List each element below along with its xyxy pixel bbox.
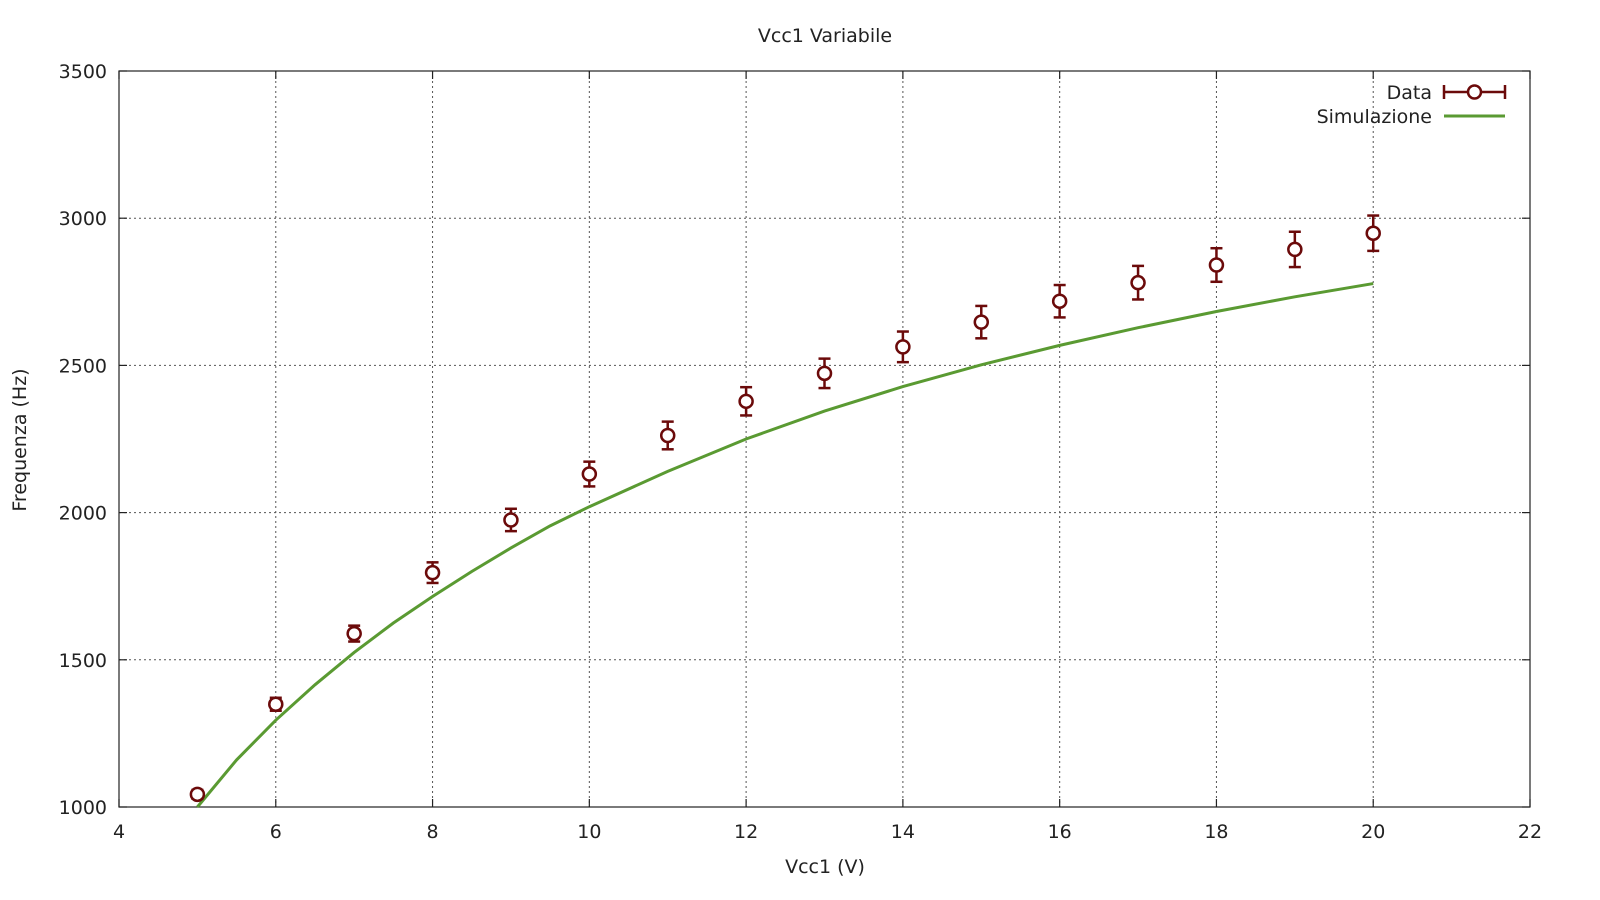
x-tick-label: 4 [113, 821, 125, 843]
data-point [1130, 264, 1146, 301]
data-marker [1287, 241, 1303, 258]
data-point [659, 420, 676, 451]
x-tick-label: 14 [891, 821, 915, 843]
x-tick-label: 6 [270, 821, 282, 843]
data-point [346, 624, 362, 643]
x-tick-label: 22 [1518, 821, 1542, 843]
data-marker [1365, 225, 1381, 241]
data-marker [1208, 257, 1225, 273]
data-point [816, 357, 833, 390]
x-tick-label: 18 [1204, 821, 1228, 843]
plot-series [189, 214, 1381, 808]
data-point [189, 786, 206, 803]
simulation-line [196, 282, 1374, 808]
legend: Data Simulazione [1317, 82, 1507, 128]
legend-swatches [1442, 84, 1507, 118]
legend-label-data: Data [1387, 82, 1432, 104]
data-marker [581, 466, 598, 482]
y-tick-label: 1000 [59, 797, 107, 819]
data-marker [973, 314, 990, 330]
data-marker [189, 786, 206, 803]
legend-swatch-data-marker [1466, 84, 1483, 100]
x-tick-label: 12 [734, 821, 758, 843]
data-marker [346, 625, 362, 642]
data-point [738, 385, 754, 417]
data-marker [1130, 274, 1146, 291]
data-point [581, 460, 598, 488]
grid [119, 71, 1530, 807]
data-marker [816, 365, 833, 382]
data-point [1208, 246, 1225, 284]
x-tick-label: 8 [427, 821, 439, 843]
data-point [895, 330, 911, 364]
y-tick-label: 1500 [59, 650, 107, 672]
y-tick-label: 3500 [59, 61, 107, 83]
axes: 4 6 8 10 12 14 16 18 20 22 1000 1500 2000 2500 3000 350… [59, 61, 1542, 843]
legend-label-simulazione: Simulazione [1317, 106, 1432, 128]
y-tick-label: 2500 [59, 355, 107, 377]
data-marker [503, 512, 519, 528]
data-marker [895, 339, 911, 355]
data-point [268, 696, 284, 713]
data-marker [424, 564, 441, 581]
x-tick-label: 20 [1361, 821, 1385, 843]
plot-frame [118, 70, 1531, 808]
data-point [1051, 283, 1068, 319]
y-tick-label: 3000 [59, 208, 107, 230]
data-marker [268, 696, 284, 713]
data-point [973, 304, 990, 340]
x-tick-label: 16 [1048, 821, 1072, 843]
data-point [1287, 230, 1303, 269]
y-axis-label: Frequenza (Hz) [9, 368, 31, 511]
data-point [1365, 214, 1381, 253]
axis-labels: Vcc1 Variabile Vcc1 (V) Frequenza (Hz) [9, 25, 892, 878]
chart-title: Vcc1 Variabile [758, 25, 892, 47]
data-point [503, 507, 519, 533]
data-point [424, 561, 441, 585]
data-marker [738, 393, 754, 410]
data-marker [659, 427, 676, 444]
x-tick-label: 10 [577, 821, 601, 843]
y-tick-label: 2000 [59, 503, 107, 525]
data-marker [1051, 293, 1068, 309]
x-axis-label: Vcc1 (V) [785, 856, 865, 878]
